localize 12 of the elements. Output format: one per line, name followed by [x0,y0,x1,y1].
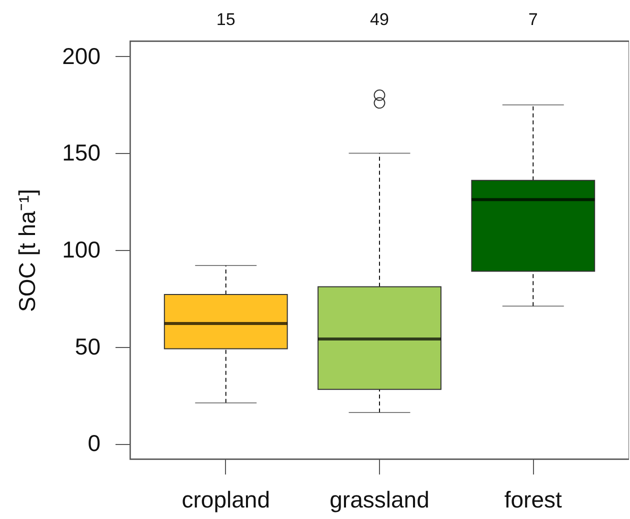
x-tick-label: forest [504,486,562,512]
text: 15 [216,10,236,29]
text: 49 [370,10,389,29]
y-tick-label: 50 [74,333,100,360]
y-tick-label: 100 [62,236,100,262]
y-axis-title: SOC [t ha⁻¹] [14,188,40,312]
y-tick-label: 150 [62,140,100,166]
x-tick-label: cropland [182,486,270,512]
y-tick-label: 200 [62,42,100,69]
y-tick-label: 0 [88,430,100,456]
x-tick-label: grassland [330,486,430,512]
text: 7 [528,10,538,29]
